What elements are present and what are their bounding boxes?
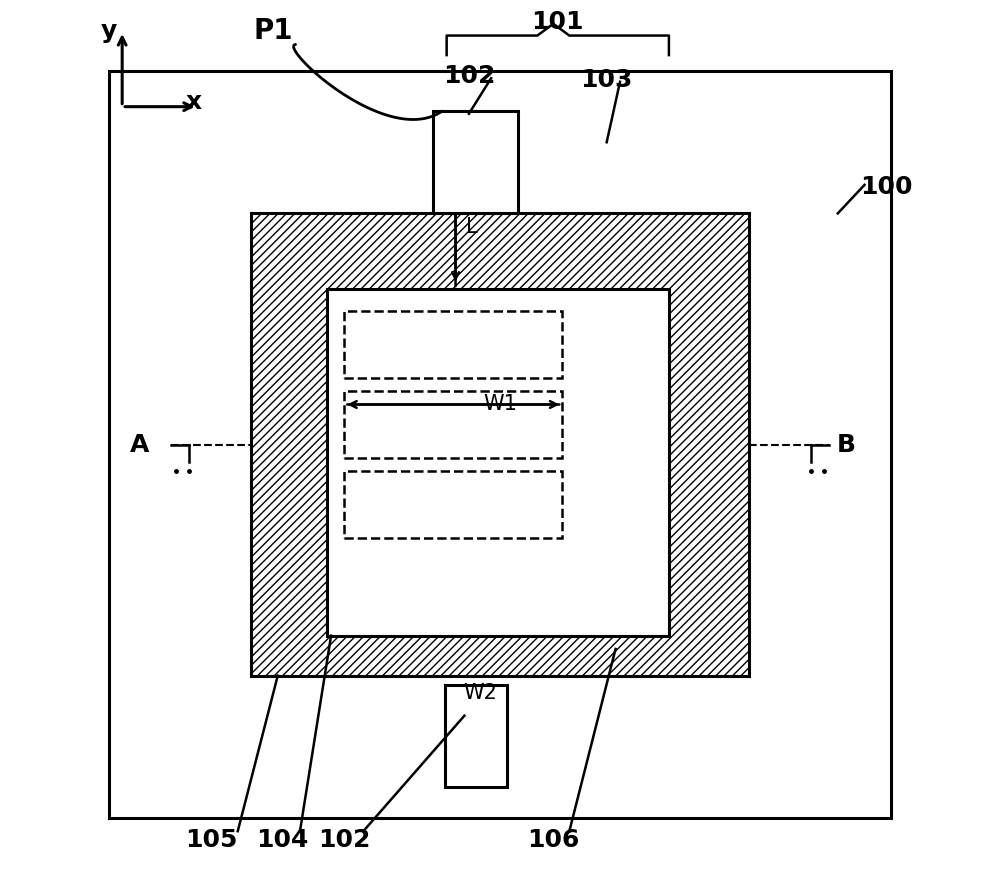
Text: x: x (185, 91, 201, 114)
Text: 106: 106 (527, 829, 580, 852)
Bar (445, 685, 507, 787)
Bar (327, 289, 669, 636)
Text: A: A (130, 433, 150, 456)
Text: 100: 100 (860, 175, 913, 198)
Text: 102: 102 (318, 829, 371, 852)
Bar (344, 311, 562, 378)
Text: 101: 101 (532, 11, 584, 34)
Text: 104: 104 (256, 829, 308, 852)
Text: W1: W1 (483, 395, 517, 414)
Text: 103: 103 (580, 68, 633, 92)
Bar (109, 71, 891, 818)
Bar (251, 213, 749, 676)
Bar (344, 391, 562, 458)
Bar (344, 471, 562, 538)
Bar (433, 111, 518, 213)
Text: 105: 105 (185, 829, 237, 852)
Text: y: y (101, 20, 117, 43)
Text: L: L (466, 217, 477, 236)
Text: W2: W2 (464, 684, 497, 703)
Text: 102: 102 (443, 64, 495, 87)
Text: P1: P1 (254, 17, 293, 45)
Text: B: B (837, 433, 856, 456)
